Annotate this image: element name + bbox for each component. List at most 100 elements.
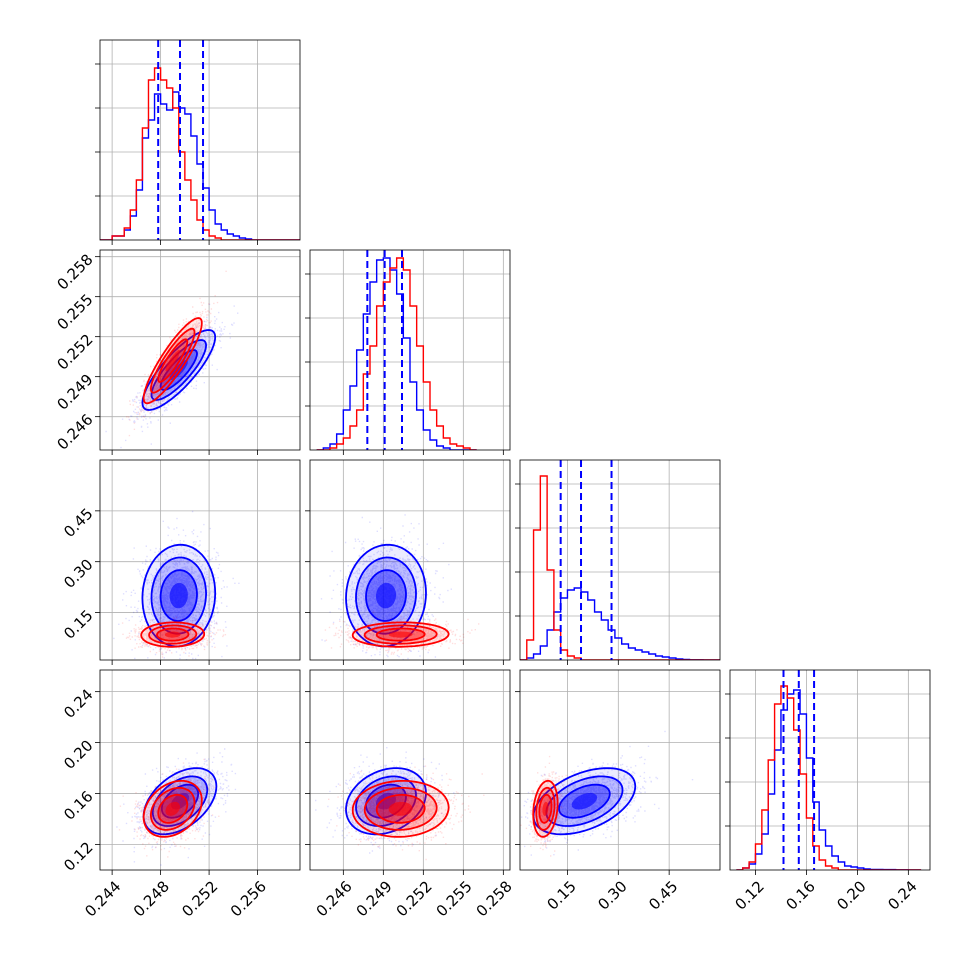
x-tick-label: 0.252 — [393, 877, 436, 920]
contour-3 — [365, 569, 407, 622]
contour-1 — [141, 543, 217, 648]
contour-3 — [157, 793, 189, 824]
panel-frame — [309, 669, 511, 871]
grid-3-2 — [520, 670, 720, 870]
histogram-sample-a — [100, 91, 300, 240]
scatter-panel-2-1 — [105, 270, 239, 449]
ticks-3-1 — [305, 691, 504, 875]
density-fill — [388, 631, 413, 638]
x-tick-label: 0.16 — [782, 877, 818, 913]
y-tick-label: 0.30 — [60, 556, 96, 592]
y-tick-label: 0.16 — [60, 787, 96, 823]
x-tick-label: 0.20 — [833, 877, 869, 913]
contour-3 — [375, 794, 426, 824]
density-fill — [388, 801, 413, 816]
contour-2 — [149, 327, 196, 394]
histogram-sample-b — [316, 257, 477, 450]
contour-3 — [375, 627, 426, 642]
x-tick-label: 0.15 — [543, 877, 579, 913]
y-tick-label: 0.255 — [53, 290, 96, 333]
contour-3 — [156, 627, 190, 642]
x-tick-label: 0.252 — [178, 877, 221, 920]
density-fill — [571, 792, 598, 810]
ticks-0-0 — [95, 63, 258, 245]
y-tick-label: 0.249 — [53, 370, 96, 413]
y-tick-label: 0.45 — [60, 505, 96, 541]
contour-2 — [535, 786, 556, 831]
sample-b-density — [121, 611, 227, 658]
histogram-panel-2 — [316, 250, 477, 450]
panel-frame — [309, 249, 511, 451]
ticks-2-1 — [305, 510, 504, 665]
panel-frame — [99, 249, 301, 451]
histogram-sample-a — [520, 587, 720, 660]
histogram-sample-b — [100, 67, 300, 240]
x-tick-label: 0.244 — [81, 877, 124, 920]
sample-a-density — [320, 514, 452, 660]
ticks-3-0 — [95, 691, 258, 875]
scatter-panel-4-1 — [116, 748, 237, 866]
contour-2 — [148, 624, 198, 645]
contour-1 — [140, 621, 206, 648]
y-tick-label: 0.246 — [53, 410, 96, 453]
ticks-2-2 — [515, 483, 670, 665]
scatter-panel-3-2 — [320, 514, 480, 660]
x-tick-label: 0.30 — [594, 877, 630, 913]
x-tick-label: 0.256 — [227, 877, 270, 920]
ticks-1-1 — [305, 273, 504, 455]
sample-points — [328, 765, 485, 861]
y-tick-label: 0.258 — [53, 250, 96, 293]
sample-a-density — [113, 510, 240, 660]
panel-frame — [99, 39, 301, 241]
panel-frame — [519, 669, 721, 871]
contour-3 — [157, 338, 189, 383]
histogram-panel-4 — [736, 670, 922, 870]
ticks-3-2 — [515, 691, 670, 875]
x-tick-label: 0.258 — [473, 877, 516, 920]
grid-1-1 — [310, 250, 510, 450]
x-tick-label: 0.249 — [353, 877, 396, 920]
ticks-1-0 — [95, 256, 258, 455]
contour-3 — [159, 569, 198, 622]
x-tick-label: 0.45 — [645, 877, 681, 913]
density-fill — [376, 582, 396, 609]
density-fill — [165, 801, 180, 816]
contour-2 — [151, 775, 209, 827]
contour-1 — [351, 621, 450, 648]
contour-1 — [351, 780, 450, 838]
grid-2-0 — [100, 460, 300, 660]
grid-3-3 — [730, 670, 930, 870]
histogram-sample-a — [736, 689, 922, 870]
sample-b-density — [126, 270, 227, 437]
contour-3 — [558, 783, 611, 819]
scatter-panel-4-3 — [520, 730, 694, 857]
sample-points — [520, 730, 694, 856]
y-tick-label: 0.12 — [60, 838, 96, 874]
contour-1 — [345, 543, 427, 648]
density-fill — [169, 582, 188, 609]
panel-frame — [519, 459, 721, 661]
contour-1 — [142, 779, 203, 838]
y-tick-label: 0.252 — [53, 330, 96, 373]
sample-b-density — [520, 755, 567, 857]
contour-2 — [363, 787, 438, 831]
histogram-sample-b — [520, 475, 720, 660]
contour-1 — [141, 329, 217, 411]
x-tick-label: 0.246 — [313, 877, 356, 920]
scatter-panel-3-1 — [113, 510, 240, 660]
panel-frame — [729, 669, 931, 871]
x-tick-label: 0.24 — [884, 877, 920, 913]
panel-frame — [99, 459, 301, 661]
contour-1 — [532, 779, 559, 838]
panel-frame — [309, 459, 511, 661]
contour-2 — [149, 786, 196, 831]
grid-2-1 — [310, 460, 510, 660]
density-fill — [165, 350, 180, 372]
contour-2 — [363, 624, 438, 645]
histogram-panel-1 — [100, 40, 300, 240]
contour-2 — [355, 775, 417, 827]
histogram-sample-a — [316, 257, 477, 450]
x-tick-label: 0.248 — [130, 877, 173, 920]
density-fill — [542, 801, 549, 816]
